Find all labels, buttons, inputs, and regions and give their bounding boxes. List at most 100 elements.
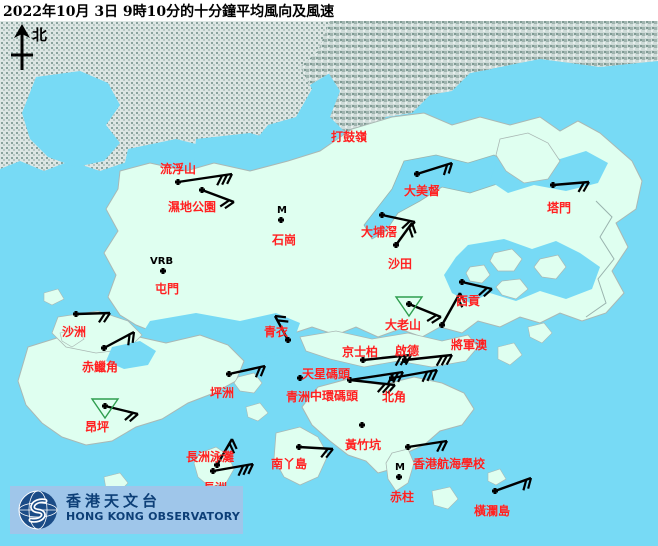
wind-barb — [407, 439, 448, 453]
station-dot[interactable] — [214, 462, 220, 468]
station-label-5: 大美督 — [404, 184, 441, 198]
station-label-1: 流浮山 — [160, 162, 197, 176]
station-label-19: 坪洲 — [210, 386, 235, 400]
north-arrow: 北 — [6, 24, 66, 72]
station-label-27: 香港航海學校 — [413, 457, 486, 471]
wind-barb — [494, 476, 533, 493]
wind-barb — [104, 404, 139, 423]
station-triangle-marker — [394, 296, 424, 318]
station-label-3: 石崗 — [272, 233, 297, 247]
map-geography — [0, 21, 658, 546]
station-label-13: 京士柏 — [342, 345, 379, 359]
station-label-0: 打鼓嶺 — [331, 130, 368, 144]
north-arrow-icon — [11, 24, 33, 70]
island-hei-ling — [245, 402, 269, 422]
wind-barbs-layer — [73, 161, 590, 494]
station-label-15: 天星碼頭 — [302, 367, 351, 381]
station-marker-m: M — [395, 462, 405, 473]
station-label-8: 沙田 — [388, 257, 413, 271]
station-dot[interactable] — [459, 279, 465, 285]
station-marker-vrb: VRB — [150, 256, 174, 267]
sai-kung-island-1 — [489, 248, 523, 272]
island-tung-lung — [497, 342, 523, 366]
wind-barb — [201, 188, 235, 210]
station-dot[interactable] — [278, 217, 284, 223]
station-dot[interactable] — [73, 311, 79, 317]
station-dot[interactable] — [379, 212, 385, 218]
mainland-terrain-east — [326, 21, 540, 133]
station-dot[interactable] — [210, 468, 216, 474]
station-dot[interactable] — [439, 322, 445, 328]
wind-barb — [391, 368, 438, 383]
wind-barb — [75, 311, 111, 323]
title-bar: 2022年10月 3日 9時10分的十分鐘平均風向及風速 — [0, 0, 658, 21]
station-dot[interactable] — [199, 187, 205, 193]
station-dot[interactable] — [175, 179, 181, 185]
lantau-bay-water — [106, 341, 156, 369]
north-label: 北 — [32, 26, 48, 44]
station-dot[interactable] — [297, 375, 303, 381]
island-nw-1 — [43, 288, 65, 306]
station-label-2: 濕地公園 — [168, 200, 217, 214]
station-dot[interactable] — [360, 357, 366, 363]
deep-bay-water — [22, 71, 120, 167]
page-title: 2022年10月 3日 9時10分的十分鐘平均風向及風速 — [3, 4, 335, 20]
stanley-peninsula-land — [385, 448, 415, 492]
wind-barb — [177, 172, 233, 186]
island-peng-chau — [233, 372, 263, 394]
station-dot[interactable] — [347, 377, 353, 383]
hko-globe-emblem-icon — [18, 490, 58, 530]
wind-barb — [103, 330, 136, 350]
station-label-16: 北角 — [382, 390, 407, 404]
station-dot[interactable] — [359, 422, 365, 428]
wind-barb — [408, 302, 442, 324]
station-marker-m: M — [277, 205, 287, 216]
station-dot[interactable] — [550, 182, 556, 188]
station-label-4: 屯門 — [155, 282, 180, 296]
station-dot[interactable] — [226, 371, 232, 377]
sai-kung-island-4 — [465, 264, 491, 284]
station-label-10: 大老山 — [385, 318, 422, 332]
station-label-23: 長洲泳灘 — [186, 450, 235, 464]
station-label-11: 將軍澳 — [451, 338, 488, 352]
station-label-21: 沙洲 — [62, 325, 87, 339]
map-canvas: 打鼓嶺 流浮山 濕地公園 石崗 M 屯門 VRB 大美督 塔門 大埔滘 沙田 西貢 大老山 將軍澳 青衣 京士… — [0, 21, 658, 546]
station-dot[interactable] — [492, 488, 498, 494]
station-dot[interactable] — [402, 357, 408, 363]
station-dot[interactable] — [396, 474, 402, 480]
station-dot[interactable] — [102, 403, 108, 409]
station-dot[interactable] — [406, 301, 412, 307]
station-label-18: 青洲 — [286, 390, 311, 404]
island-ninepin — [527, 322, 553, 344]
station-dot[interactable] — [160, 268, 166, 274]
sai-kung-island-3 — [495, 278, 529, 300]
station-dot[interactable] — [414, 171, 420, 177]
station-label-17: 中環碼頭 — [310, 389, 359, 403]
island-cheung-chau — [193, 446, 235, 488]
station-dot[interactable] — [101, 345, 107, 351]
station-label-25: 南丫島 — [271, 457, 308, 471]
hko-logo: 香港天文台 HONG KONG OBSERVATORY — [10, 486, 243, 534]
sai-kung-island-2 — [533, 254, 567, 280]
hko-chinese-name: 香港天文台 — [66, 492, 162, 510]
station-dot[interactable] — [285, 337, 291, 343]
station-dot[interactable] — [389, 375, 395, 381]
island-po-toi — [431, 486, 459, 510]
plover-cove-land — [495, 132, 561, 184]
wind-barb — [552, 180, 590, 193]
station-dot[interactable] — [296, 444, 302, 450]
island-lema-1 — [59, 328, 85, 348]
station-label-7: 大埔滘 — [361, 225, 398, 239]
wind-barb — [228, 364, 267, 378]
wind-barb — [298, 445, 334, 459]
station-label-14: 啟德 — [395, 344, 420, 358]
wind-barb — [404, 353, 453, 367]
wind-barb — [440, 292, 466, 326]
station-label-28: 赤柱 — [390, 490, 415, 504]
island-lamma — [273, 426, 329, 486]
station-dot[interactable] — [393, 242, 399, 248]
station-label-22: 赤鱲角 — [82, 360, 119, 374]
wind-barb — [349, 378, 396, 394]
tolo-harbour-water — [363, 154, 513, 240]
station-dot[interactable] — [405, 444, 411, 450]
